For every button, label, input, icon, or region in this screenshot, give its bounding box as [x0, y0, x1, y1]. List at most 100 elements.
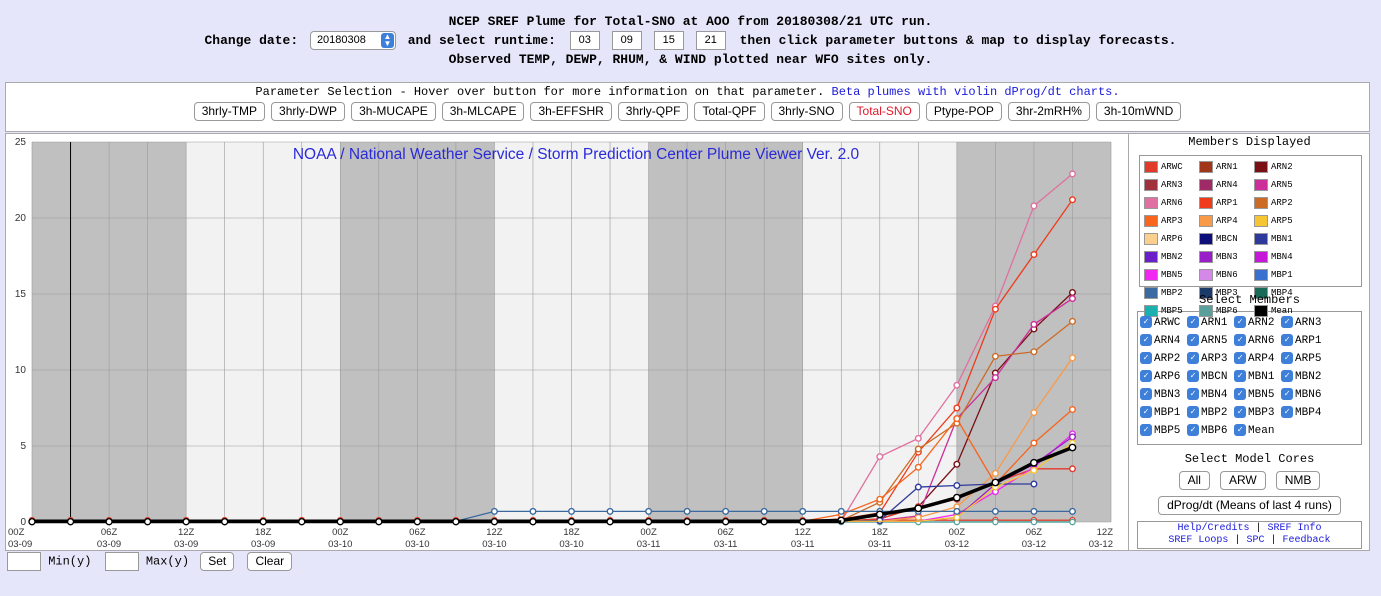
member-checkbox-mbn3[interactable]: ✓ MBN3: [1140, 388, 1180, 401]
member-checkbox-mbp5[interactable]: ✓ MBP5: [1140, 424, 1180, 437]
member-checkbox-mbn1[interactable]: ✓ MBN1: [1234, 370, 1274, 383]
param-button-3hrly-qpf[interactable]: 3hrly-QPF: [617, 102, 689, 121]
member-checkbox-arn3[interactable]: ✓ ARN3: [1281, 316, 1321, 329]
member-checkbox-mbp4[interactable]: ✓ MBP4: [1281, 406, 1321, 419]
checkmark-icon[interactable]: ✓: [1140, 370, 1152, 383]
checkmark-icon[interactable]: ✓: [1234, 388, 1247, 401]
param-button-3h-10mwnd[interactable]: 3h-10mWND: [1095, 102, 1182, 121]
param-button-total-sno[interactable]: Total-SNO: [848, 102, 920, 121]
member-checkbox-arp6[interactable]: ✓ ARP6: [1140, 370, 1180, 383]
member-checkbox-mbp1[interactable]: ✓ MBP1: [1140, 406, 1180, 419]
member-checkbox-arn2[interactable]: ✓ ARN2: [1234, 316, 1274, 329]
checkmark-icon[interactable]: ✓: [1140, 406, 1152, 419]
date-select[interactable]: 20180308 ▲ ▼: [309, 31, 396, 51]
x-tick-hour: 06Z: [101, 527, 118, 538]
param-button-3h-mucape[interactable]: 3h-MUCAPE: [351, 102, 436, 121]
checkmark-icon[interactable]: ✓: [1281, 370, 1294, 383]
checkmark-icon[interactable]: ✓: [1140, 316, 1152, 329]
member-checkbox-arp1[interactable]: ✓ ARP1: [1281, 334, 1322, 347]
runtime-21-button[interactable]: 21: [695, 31, 726, 51]
member-checkbox-arwc[interactable]: ✓ ARWC: [1140, 316, 1180, 329]
param-button-3hr-2mrh-[interactable]: 3hr-2mRH%: [1007, 102, 1090, 121]
checkmark-icon[interactable]: ✓: [1187, 316, 1200, 329]
checkmark-icon[interactable]: ✓: [1234, 424, 1247, 437]
legend-item-arp4: ARP4: [1199, 214, 1254, 232]
checkmark-icon[interactable]: ✓: [1187, 406, 1200, 419]
member-checkbox-mbp2[interactable]: ✓ MBP2: [1187, 406, 1227, 419]
param-button-total-qpf[interactable]: Total-QPF: [694, 102, 765, 121]
member-checkbox-mean[interactable]: ✓ Mean: [1234, 424, 1274, 437]
checkmark-icon[interactable]: ✓: [1281, 316, 1294, 329]
set-button[interactable]: Set: [200, 552, 235, 571]
data-point: [568, 507, 576, 515]
checkmark-icon[interactable]: ✓: [1234, 370, 1247, 383]
checkmark-icon[interactable]: ✓: [1140, 424, 1152, 437]
checkmark-icon[interactable]: ✓: [1281, 334, 1294, 347]
core-arw-button[interactable]: ARW: [1219, 471, 1266, 490]
legend-label: MBP3: [1216, 288, 1238, 298]
core-all-button[interactable]: All: [1178, 471, 1210, 490]
data-point: [1068, 507, 1076, 515]
checkmark-icon[interactable]: ✓: [1187, 370, 1200, 383]
member-checkbox-mbn6[interactable]: ✓ MBN6: [1281, 388, 1321, 401]
sref-info-link[interactable]: SREF Info: [1267, 523, 1322, 534]
member-checkbox-arn5[interactable]: ✓ ARN5: [1187, 334, 1227, 347]
checkmark-icon[interactable]: ✓: [1281, 352, 1294, 365]
checkmark-icon[interactable]: ✓: [1140, 352, 1152, 365]
param-button-3hrly-sno[interactable]: 3hrly-SNO: [770, 102, 843, 121]
data-point: [1068, 465, 1076, 473]
member-checkbox-arp5[interactable]: ✓ ARP5: [1281, 352, 1321, 365]
param-button-3hrly-tmp[interactable]: 3hrly-TMP: [193, 102, 266, 121]
param-button-ptype-pop[interactable]: Ptype-POP: [925, 102, 1002, 121]
param-button-3h-mlcape[interactable]: 3h-MLCAPE: [441, 102, 525, 121]
checkmark-icon[interactable]: ✓: [1281, 388, 1294, 401]
checkmark-icon[interactable]: ✓: [1281, 406, 1294, 419]
member-checkbox-arn4[interactable]: ✓ ARN4: [1140, 334, 1180, 347]
member-checkbox-mbn5[interactable]: ✓ MBN5: [1234, 388, 1274, 401]
checkmark-icon[interactable]: ✓: [1234, 406, 1247, 419]
violin-plumes-link[interactable]: Beta plumes with violin dProg/dt charts.: [831, 85, 1120, 99]
member-checkbox-arp2[interactable]: ✓ ARP2: [1140, 352, 1180, 365]
checkmark-icon[interactable]: ✓: [1140, 388, 1152, 401]
member-checkbox-arp4[interactable]: ✓ ARP4: [1234, 352, 1274, 365]
spc-link[interactable]: SPC: [1246, 535, 1265, 546]
max-y-input[interactable]: [104, 552, 139, 571]
member-checkbox-arp3[interactable]: ✓ ARP3: [1187, 352, 1227, 365]
member-label: MBP3: [1248, 407, 1275, 419]
feedback-link[interactable]: Feedback: [1282, 535, 1331, 546]
checkmark-icon[interactable]: ✓: [1234, 316, 1247, 329]
checkmark-icon[interactable]: ✓: [1187, 424, 1200, 437]
legend-label: ARN2: [1271, 162, 1293, 172]
legend-swatch: [1199, 196, 1213, 209]
runtime-09-button[interactable]: 09: [611, 31, 642, 51]
help-credits-link[interactable]: Help/Credits: [1177, 523, 1250, 534]
member-checkbox-mbn4[interactable]: ✓ MBN4: [1187, 388, 1227, 401]
runtime-15-button[interactable]: 15: [653, 31, 684, 51]
checkmark-icon[interactable]: ✓: [1187, 334, 1200, 347]
checkmark-icon[interactable]: ✓: [1187, 352, 1200, 365]
checkmark-icon[interactable]: ✓: [1234, 352, 1247, 365]
sref-loops-link[interactable]: SREF Loops: [1168, 535, 1229, 546]
min-y-input[interactable]: [7, 552, 41, 571]
checkmark-icon[interactable]: ✓: [1234, 334, 1247, 347]
member-checkbox-mbp6[interactable]: ✓ MBP6: [1187, 424, 1227, 437]
checkmark-icon[interactable]: ✓: [1187, 388, 1200, 401]
member-label: ARP1: [1295, 335, 1322, 347]
legend-label: ARWC: [1161, 162, 1183, 172]
x-tick-hour: 00Z: [332, 527, 349, 538]
param-button-3h-effshr[interactable]: 3h-EFFSHR: [530, 102, 612, 121]
core-nmb-button[interactable]: NMB: [1275, 471, 1321, 490]
member-checkbox-arn6[interactable]: ✓ ARN6: [1234, 334, 1274, 347]
clear-button[interactable]: Clear: [247, 552, 293, 571]
member-checkbox-mbcn[interactable]: ✓ MBCN: [1187, 370, 1227, 383]
baseline-point: [1030, 518, 1038, 526]
x-tick-date: 03-12: [1089, 539, 1113, 550]
member-checkbox-mbn2[interactable]: ✓ MBN2: [1281, 370, 1321, 383]
legend-item-mbp6: MBP6: [1199, 304, 1254, 322]
member-checkbox-arn1[interactable]: ✓ ARN1: [1187, 316, 1227, 329]
param-button-3hrly-dwp[interactable]: 3hrly-DWP: [271, 102, 346, 121]
checkmark-icon[interactable]: ✓: [1140, 334, 1152, 347]
runtime-03-button[interactable]: 03: [569, 31, 600, 51]
dprog-button[interactable]: dProg/dt (Means of last 4 runs): [1158, 496, 1341, 515]
member-checkbox-mbp3[interactable]: ✓ MBP3: [1234, 406, 1275, 419]
